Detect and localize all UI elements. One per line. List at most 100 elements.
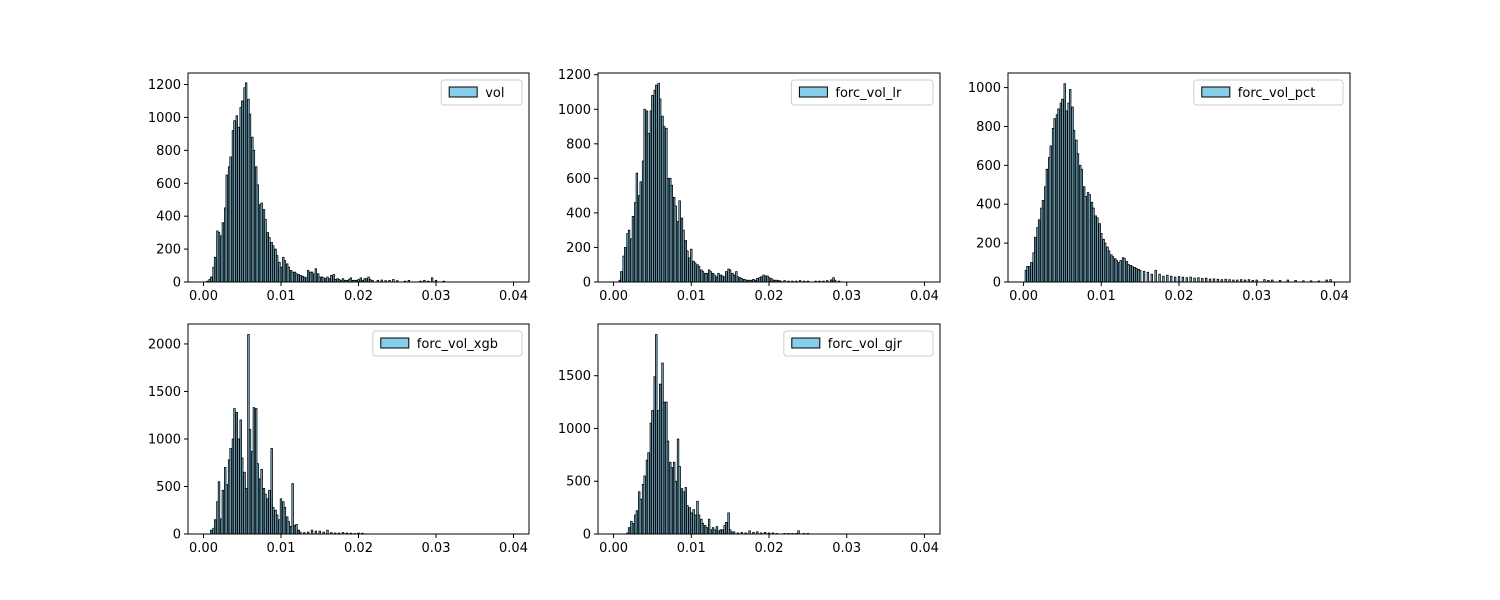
histogram-bar: [322, 277, 325, 283]
histogram-bar: [1193, 277, 1196, 283]
histogram-bar: [713, 274, 716, 283]
y-tick-label: 600: [156, 177, 181, 192]
histogram-bar: [721, 275, 724, 283]
histogram-bar: [279, 498, 283, 535]
y-tick-label: 1000: [148, 432, 181, 447]
histogram-bar: [252, 407, 256, 535]
histogram-bar: [1173, 276, 1177, 283]
y-tick-label: 400: [566, 206, 591, 221]
histogram-bar: [275, 514, 279, 535]
histogram-bar: [1197, 277, 1200, 283]
y-tick-label: 0: [993, 276, 1001, 291]
histogram-bar: [1170, 275, 1173, 283]
histogram-bar: [1166, 274, 1169, 283]
histogram-bar: [1037, 219, 1041, 283]
legend-box: [783, 330, 934, 357]
histogram-bar: [686, 250, 689, 283]
histogram-bar: [721, 529, 724, 535]
chart-panel-1: 0.00 0.01 0.02 0.03 0.04 0 200 400 600 800 1000 120…: [148, 72, 530, 304]
histogram-bar: [686, 505, 689, 535]
y-tick-label: 1500: [148, 385, 181, 400]
y-tick-label: 1200: [148, 78, 181, 93]
x-tick-label: 0.02: [344, 541, 373, 556]
y-tick-label: 0: [173, 276, 181, 291]
y-tick-label: 1000: [968, 81, 1001, 96]
histogram-bar: [709, 529, 712, 535]
x-tick-label: 0.01: [677, 289, 706, 304]
histogram-bar: [678, 200, 681, 283]
histogram-bar: [295, 273, 298, 283]
histogram-bar: [310, 271, 314, 283]
legend: forc_vol_gjr: [783, 330, 934, 357]
histogram-bar: [295, 524, 298, 535]
x-tick-label: 0.03: [832, 289, 861, 304]
x-tick-label: 0.02: [1165, 289, 1194, 304]
y-tick-label: 500: [566, 475, 591, 490]
y-tick-label: 2000: [148, 337, 181, 352]
histogram-bar: [241, 457, 244, 535]
y-tick-label: 0: [173, 528, 181, 543]
histogram-bar: [763, 275, 767, 283]
histogram-bar: [728, 529, 732, 535]
histogram-bar: [1069, 89, 1072, 283]
y-tick-label: 0: [583, 276, 591, 291]
histogram-bar: [659, 383, 662, 535]
histogram-bar: [732, 274, 736, 283]
histogram-bar: [693, 262, 697, 283]
legend-swatch: [791, 337, 821, 349]
chart-panel-4: 0.00 0.01 0.02 0.03 0.04 0 500 1000 1500 2000 forc…: [148, 323, 530, 556]
histogram-bar: [1053, 118, 1056, 283]
histogram-bar: [635, 172, 639, 283]
x-tick-label: 0.00: [1009, 289, 1038, 304]
histogram-bar: [713, 529, 716, 535]
legend: vol: [440, 79, 523, 106]
x-tick-label: 0.00: [189, 289, 218, 304]
legend: forc_vol_lr: [790, 79, 934, 106]
histogram-bar: [647, 452, 650, 535]
histogram-bar: [225, 174, 228, 283]
histogram-bar: [225, 484, 228, 535]
histogram-bar: [760, 276, 763, 283]
histogram-bar: [1135, 267, 1138, 283]
histogram-bar: [264, 493, 267, 535]
histogram-bar: [1072, 129, 1076, 283]
legend-label: forc_vol_gjr: [828, 337, 903, 352]
histogram-bar: [674, 205, 677, 283]
histogram-bar: [264, 219, 267, 283]
histogram-bar: [310, 529, 314, 535]
histogram-bar: [1119, 260, 1122, 283]
histogram-bar: [693, 514, 697, 535]
y-tick-label: 1500: [558, 369, 591, 384]
histogram-bar: [690, 248, 693, 283]
histogram-bar: [1177, 276, 1181, 283]
histogram-bar: [256, 184, 259, 283]
histogram-bar: [1103, 242, 1107, 283]
x-tick-label: 0.04: [910, 541, 939, 556]
histogram-bar: [260, 202, 263, 283]
histogram-bar: [728, 269, 732, 283]
histogram-bar: [627, 527, 631, 535]
y-tick-label: 500: [156, 480, 181, 495]
histogram-bar: [639, 498, 642, 535]
histogram-bar: [736, 276, 740, 283]
y-tick-label: 0: [583, 528, 591, 543]
histogram-bar: [1100, 232, 1103, 283]
histogram-bar: [1026, 266, 1029, 283]
histogram-bar: [1138, 269, 1142, 283]
legend-swatch: [448, 86, 478, 98]
bar-series: [210, 334, 364, 535]
x-tick-label: 0.01: [267, 289, 296, 304]
y-tick-label: 200: [566, 241, 591, 256]
histogram-bar: [659, 98, 662, 283]
legend-swatch: [380, 337, 410, 349]
histogram-bar: [670, 184, 674, 283]
histogram-bar: [260, 468, 263, 535]
x-tick-label: 0.01: [1087, 289, 1116, 304]
y-tick-label: 800: [976, 120, 1001, 135]
histogram-bar: [1185, 277, 1188, 283]
histogram-bar: [268, 237, 271, 283]
legend-swatch: [1201, 86, 1231, 98]
histogram-bar: [1181, 276, 1185, 283]
histogram-bar: [1131, 266, 1134, 283]
histogram-bar: [1061, 98, 1064, 283]
